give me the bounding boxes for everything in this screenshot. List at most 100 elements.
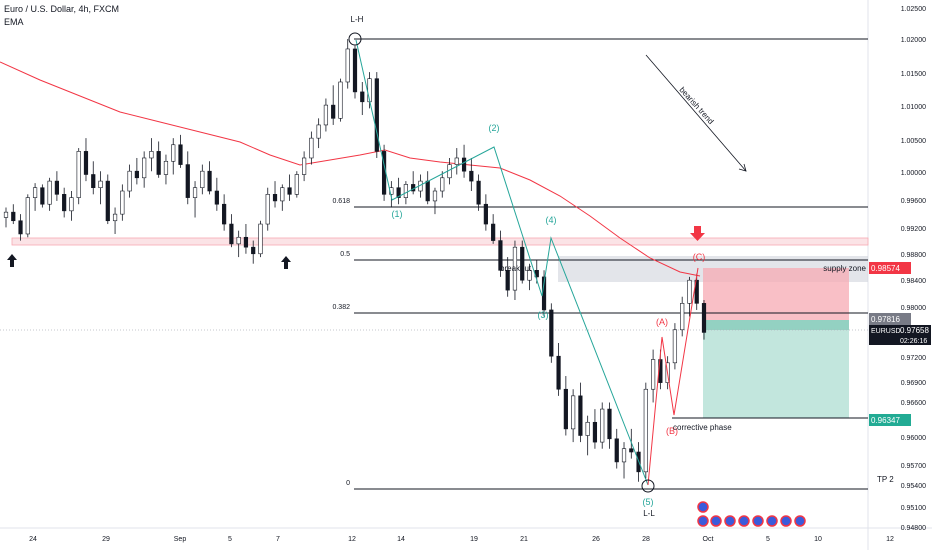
sell-arrow-down-icon <box>690 226 705 241</box>
candle <box>62 187 67 218</box>
candle <box>694 273 699 310</box>
candle-body <box>651 359 656 390</box>
candle-body <box>112 213 118 222</box>
candle-body <box>302 157 307 175</box>
candle <box>483 194 488 231</box>
candle <box>512 240 518 301</box>
candle-body <box>163 160 169 175</box>
candle <box>265 187 270 231</box>
wave-label: (2) <box>489 123 500 133</box>
fib-level-label: 0.5 <box>340 251 350 258</box>
candle-body <box>360 91 365 103</box>
candle <box>294 171 299 198</box>
x-tick-label: 12 <box>348 536 356 543</box>
candle <box>142 151 147 188</box>
take-profit-zone <box>703 330 849 418</box>
event-flag-icon <box>794 515 806 527</box>
candle-body <box>687 279 692 304</box>
candle <box>687 276 692 317</box>
candle-body <box>432 190 438 202</box>
candle <box>214 177 219 211</box>
candle-body <box>680 303 685 331</box>
candle-body <box>469 170 474 182</box>
y-tick-label: 0.95400 <box>901 483 926 490</box>
y-tick-label: 0.98400 <box>901 278 926 285</box>
y-tick-label: 0.98800 <box>901 252 926 259</box>
candle-body <box>105 180 110 222</box>
candle-body <box>32 187 38 198</box>
candle <box>54 171 59 201</box>
candle-body <box>134 170 139 179</box>
candle-body <box>229 223 234 245</box>
y-tick-label: 0.94800 <box>901 525 926 532</box>
candle <box>396 177 401 205</box>
fib-level-label: 0 <box>346 480 350 487</box>
event-flag-icon <box>697 501 709 513</box>
candle <box>585 415 590 456</box>
candle <box>578 382 583 443</box>
lh-marker <box>348 32 362 46</box>
lh-label: L-H <box>351 15 364 24</box>
candle-body <box>294 174 299 195</box>
candle-body <box>345 48 350 83</box>
candle-body <box>614 438 619 463</box>
candle-body <box>498 240 503 271</box>
wave-label: (B) <box>666 426 678 436</box>
candle <box>156 141 161 178</box>
x-tick-label: 21 <box>520 536 528 543</box>
candle <box>367 72 372 109</box>
x-tick-label: 14 <box>397 536 405 543</box>
candle-body <box>236 236 241 245</box>
candle-body <box>592 421 598 443</box>
candle-body <box>280 187 285 202</box>
candle <box>607 402 612 449</box>
candle <box>592 409 598 449</box>
candle-body <box>396 187 401 198</box>
candle <box>331 85 336 125</box>
candle-body <box>403 184 408 198</box>
y-tick-label: 1.02500 <box>901 6 926 13</box>
x-tick-label: 29 <box>102 536 110 543</box>
candle <box>302 151 307 182</box>
candle-body <box>47 180 52 205</box>
candle <box>280 184 285 211</box>
wave-label: (1) <box>392 209 403 219</box>
candle <box>643 382 648 479</box>
candle <box>571 389 576 443</box>
candle <box>461 144 467 178</box>
ll-marker <box>641 479 655 493</box>
candle-body <box>323 104 329 126</box>
candle-body <box>54 180 59 195</box>
candle <box>527 263 532 291</box>
wave-label: (5) <box>643 497 654 507</box>
price-badge-tp-text: 0.96347 <box>871 416 900 425</box>
candle-body <box>243 236 249 248</box>
candle-body <box>549 309 554 357</box>
price-badge-current <box>869 325 931 345</box>
candle <box>163 154 169 185</box>
candle <box>207 161 212 195</box>
candle <box>112 207 118 234</box>
candle <box>258 220 263 258</box>
candle-body <box>563 388 568 430</box>
support-arrow-up-icon <box>281 256 291 269</box>
candle-body <box>701 303 707 333</box>
candle <box>701 300 707 340</box>
candle <box>251 240 256 264</box>
x-tick-label: 10 <box>814 536 822 543</box>
candle <box>345 39 350 89</box>
candle <box>83 138 89 182</box>
candle-body <box>258 223 263 255</box>
support-band <box>11 237 869 246</box>
candle <box>222 194 227 231</box>
candle <box>520 240 525 284</box>
candle-body <box>251 246 256 255</box>
candle-body <box>40 187 45 205</box>
candle <box>563 376 568 436</box>
candle <box>309 131 314 165</box>
candle <box>454 148 459 175</box>
x-tick-label: Sep <box>174 536 187 543</box>
candle-body <box>69 197 74 212</box>
